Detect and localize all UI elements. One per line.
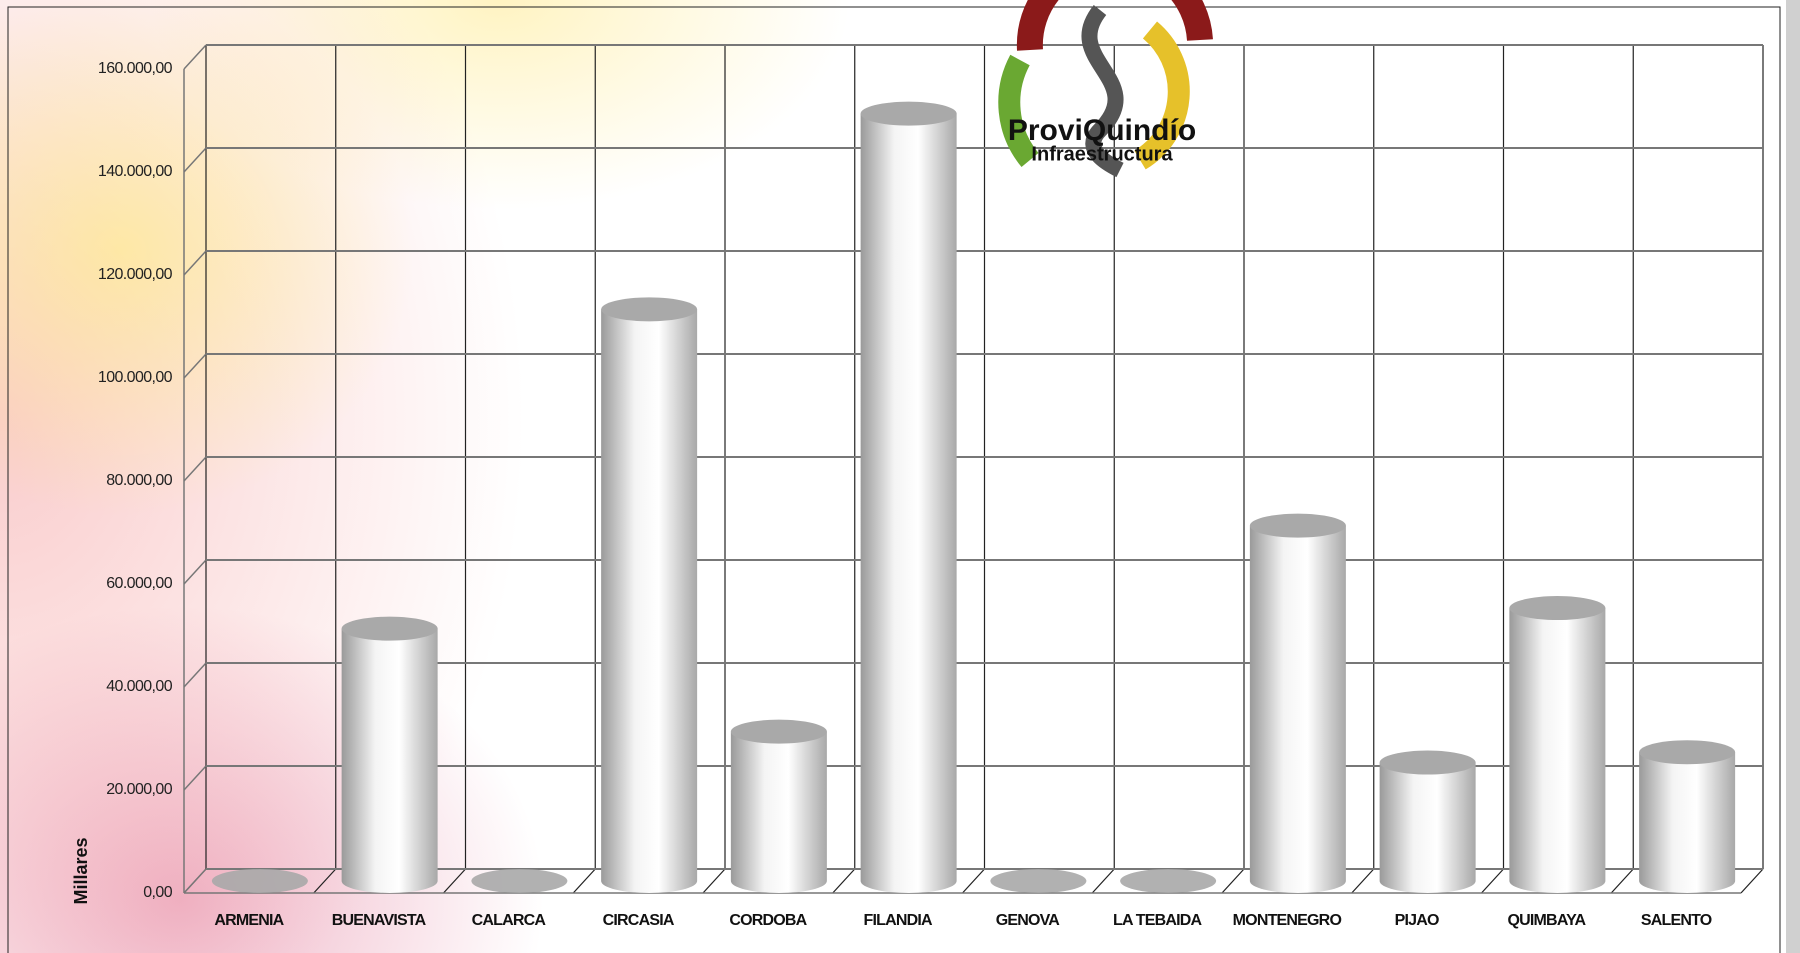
y-tick-label: 140.000,00: [98, 163, 173, 180]
x-tick-label: CIRCASIA: [603, 912, 675, 929]
x-tick-label: PIJAO: [1395, 912, 1439, 929]
floor-line: [1351, 868, 1375, 894]
grid-line-side: [183, 765, 207, 791]
x-tick-label: ARMENIA: [214, 912, 284, 929]
floor-line: [702, 868, 726, 894]
x-tick-label: QUIMBAYA: [1507, 912, 1586, 929]
grid-line-side: [183, 250, 207, 276]
bar: [990, 869, 1087, 893]
bar-top: [1249, 513, 1346, 538]
y-tick-label: 60.000,00: [106, 575, 172, 592]
floor-line: [313, 868, 337, 894]
floor-line: [1091, 868, 1115, 894]
x-tick-label: GENOVA: [996, 912, 1061, 929]
x-tick-label: CALARCA: [472, 912, 547, 929]
x-tick-label: SALENTO: [1641, 912, 1712, 929]
grid-line-side: [183, 147, 207, 173]
y-tick-label: 20.000,00: [106, 781, 172, 798]
bar-top: [1509, 596, 1606, 621]
bar: [1120, 869, 1217, 893]
grid-line-side: [183, 456, 207, 482]
y-tick-label: 0,00: [143, 884, 172, 901]
scrollbar: [1786, 0, 1800, 953]
bar: [601, 309, 698, 894]
bar: [211, 869, 308, 893]
bar: [341, 628, 438, 894]
frame: [7, 6, 1781, 953]
bar: [1509, 608, 1606, 894]
floor-line: [1740, 868, 1764, 894]
bar: [860, 113, 957, 894]
bar-top: [860, 101, 957, 126]
plot: 0,00 20.000,00 40.000,00 60.000,00 80.000,00…: [98, 44, 1764, 929]
grid-line-side: [183, 353, 207, 379]
y-tick-label: 80.000,00: [106, 472, 172, 489]
bar: [1379, 762, 1476, 894]
bar-top: [1639, 740, 1736, 765]
bar-top: [341, 616, 438, 641]
bar: [471, 869, 568, 893]
y-tick-label: 100.000,00: [98, 369, 173, 386]
logo: ProviQuindío Infraestructura: [998, 0, 1213, 178]
grid-line-side: [183, 868, 207, 894]
y-tick-label: 40.000,00: [106, 678, 172, 695]
bar-top: [1379, 750, 1476, 775]
bar: [1639, 752, 1736, 894]
y-tick-label: 120.000,00: [98, 266, 173, 283]
floor-line: [443, 868, 466, 894]
floor-line: [1221, 868, 1245, 894]
floor-line: [572, 868, 596, 894]
bar-top: [601, 297, 698, 322]
floor-line: [832, 868, 856, 894]
logo-subtitle: Infraestructura: [1031, 143, 1173, 165]
bar: [730, 731, 827, 894]
x-tick-label: CORDOBA: [729, 912, 807, 929]
x-tick-label: FILANDIA: [863, 912, 933, 929]
y-tick-label: 160.000,00: [98, 60, 173, 77]
bar: [1249, 525, 1346, 894]
x-tick-label: BUENAVISTA: [332, 912, 427, 929]
grid-line-side: [183, 559, 207, 585]
y-axis-title: Millares: [71, 837, 91, 904]
x-tick-label: LA TEBAIDA: [1113, 912, 1203, 929]
bar-top: [730, 719, 827, 744]
floor-line: [1481, 868, 1504, 894]
floor-line: [962, 868, 985, 894]
floor-line: [1610, 868, 1634, 894]
grid-line-side: [183, 44, 207, 70]
logo-name: ProviQuindío: [1008, 114, 1196, 147]
grid-line-side: [183, 662, 207, 688]
x-tick-label: MONTENEGRO: [1233, 912, 1342, 929]
